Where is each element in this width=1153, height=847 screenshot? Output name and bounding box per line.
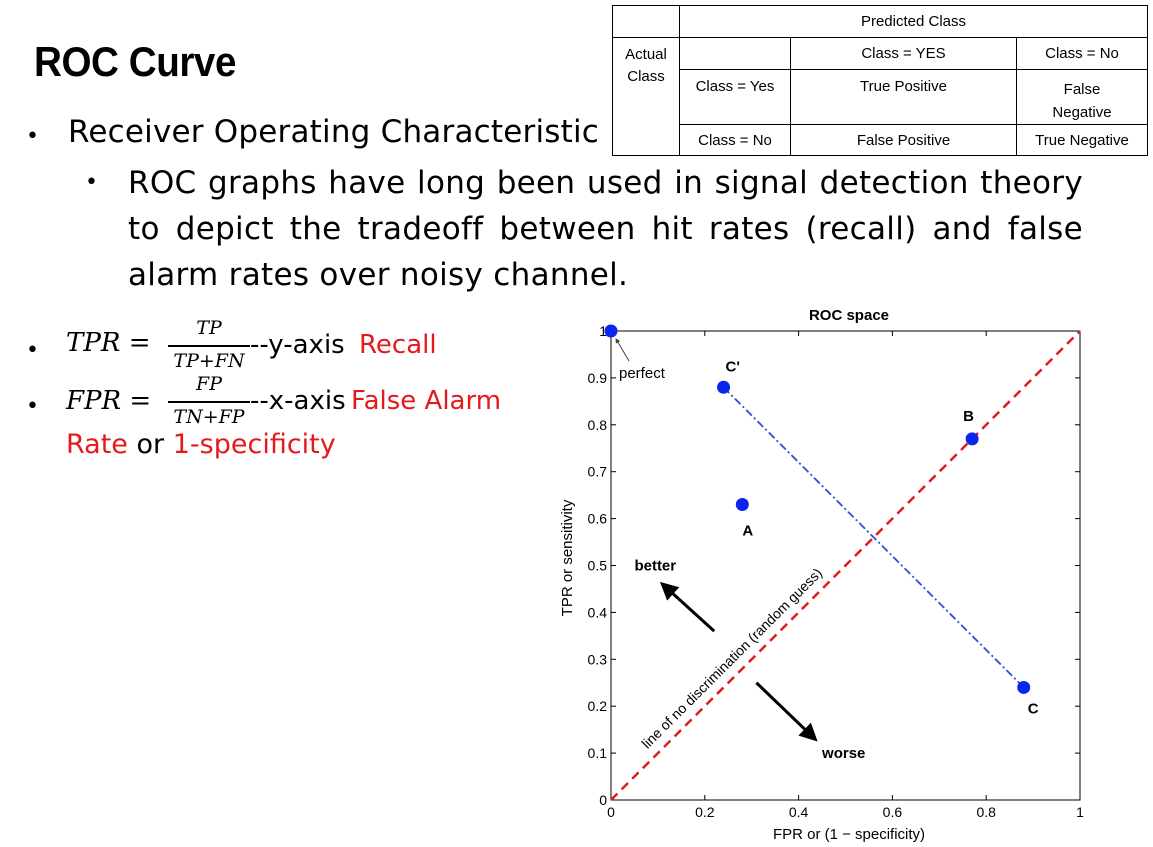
x-tick-label: 0.6 bbox=[883, 804, 903, 820]
tpr-denominator: TP+FN bbox=[173, 350, 245, 372]
point-label-b: B bbox=[963, 408, 974, 425]
tpr-axis-suffix: --y-axis bbox=[250, 330, 345, 360]
cm-col-yes: Class = YES bbox=[790, 37, 1017, 70]
y-tick-label: 0 bbox=[599, 792, 607, 808]
fpr-axis-suffix: --x-axis bbox=[250, 386, 346, 416]
y-tick-label: 0.6 bbox=[588, 511, 608, 527]
bullet-marker: • bbox=[26, 338, 39, 363]
x-tick-label: 0.4 bbox=[789, 804, 809, 820]
bullet-receiver-operating: Receiver Operating Characteristic bbox=[68, 114, 600, 150]
chart-layer: 0 0.2 0.4 0.6 0.8 1 0 0.1 0.2 0.3 0.4 0.5 0.6 0.7 0.8 0… bbox=[588, 323, 1085, 820]
y-tick-label: 0.8 bbox=[588, 417, 608, 433]
worse-label: worse bbox=[821, 745, 865, 762]
y-tick-label: 0.5 bbox=[588, 558, 608, 574]
slide-title: ROC Curve bbox=[34, 38, 236, 85]
cm-false-negative: False Negative bbox=[1016, 69, 1148, 125]
roc-chart: ROC space TPR or sensitivity FPR or (1 −… bbox=[559, 307, 1085, 843]
cm-true-positive: True Positive bbox=[790, 69, 1017, 125]
fpr-numerator: FP bbox=[196, 373, 222, 395]
cm-actual-header: Actual Class bbox=[612, 37, 680, 156]
x-tick-label: 0 bbox=[607, 804, 615, 820]
fpr-equals: = bbox=[129, 386, 152, 416]
bullet-marker: • bbox=[26, 394, 39, 419]
y-tick-label: 0.7 bbox=[588, 464, 608, 480]
tpr-formula: TPR = bbox=[66, 328, 150, 358]
roc-point bbox=[965, 432, 979, 446]
tpr-equals: = bbox=[128, 328, 151, 358]
roc-point bbox=[1017, 680, 1031, 694]
tpr-term-recall: Recall bbox=[359, 330, 437, 360]
fpr-term-false-alarm: False Alarm bbox=[351, 386, 502, 416]
chart-xlabel: FPR or (1 − specificity) bbox=[773, 826, 925, 843]
cm-col-no: Class = No bbox=[1016, 37, 1148, 70]
tpr-lhs: TPR bbox=[66, 328, 121, 358]
cm-empty-cell bbox=[679, 37, 791, 70]
confusion-matrix: Predicted Class Actual Class Class = YES… bbox=[612, 5, 1148, 156]
rate-word: Rate bbox=[66, 429, 128, 460]
y-tick-label: 0.3 bbox=[588, 651, 608, 667]
bullet-marker: • bbox=[26, 124, 39, 149]
chart-ylabel: TPR or sensitivity bbox=[559, 499, 576, 616]
point-label-perfect: perfect bbox=[619, 365, 666, 382]
cm-false-positive: False Positive bbox=[790, 124, 1017, 156]
y-tick-label: 0.2 bbox=[588, 698, 608, 714]
x-tick-label: 0.8 bbox=[976, 804, 996, 820]
fpr-formula: FPR = bbox=[66, 386, 151, 416]
rate-line: Rate or 1-specificity bbox=[66, 429, 336, 460]
fpr-lhs: FPR bbox=[66, 386, 122, 416]
y-tick-label: 0.9 bbox=[588, 370, 608, 386]
x-tick-label: 0.2 bbox=[695, 804, 715, 820]
tpr-fraction-bar bbox=[168, 345, 250, 347]
roc-point bbox=[735, 498, 749, 512]
better-arrow bbox=[659, 581, 716, 633]
tpr-numerator: TP bbox=[196, 317, 222, 339]
cm-predicted-header: Predicted Class bbox=[679, 5, 1148, 38]
specificity-term: 1-specificity bbox=[172, 429, 336, 460]
point-label-c-prime: C' bbox=[726, 358, 740, 375]
x-tick-label: 1 bbox=[1076, 804, 1084, 820]
better-label: better bbox=[634, 558, 676, 575]
cm-corner-cell bbox=[612, 5, 680, 38]
cm-row-yes: Class = Yes bbox=[679, 69, 791, 125]
perfect-pointer bbox=[615, 338, 630, 362]
roc-point bbox=[717, 380, 731, 394]
fpr-fraction-bar bbox=[168, 401, 250, 403]
cm-row-no: Class = No bbox=[679, 124, 791, 156]
point-label-a: A bbox=[742, 523, 753, 540]
or-word: or bbox=[136, 429, 165, 460]
y-tick-label: 0.1 bbox=[588, 745, 608, 761]
fpr-denominator: TN+FP bbox=[173, 406, 245, 428]
worse-arrow bbox=[755, 681, 818, 742]
bullet-roc-description: ROC graphs have long been used in signal… bbox=[128, 165, 1083, 293]
cm-true-negative: True Negative bbox=[1016, 124, 1148, 156]
y-tick-label: 0.4 bbox=[588, 604, 608, 620]
random-guess-line bbox=[610, 330, 1081, 801]
c-connector-line bbox=[722, 386, 1025, 689]
chart-title: ROC space bbox=[809, 307, 889, 324]
roc-point bbox=[604, 324, 618, 338]
bullet-marker: • bbox=[85, 170, 98, 195]
y-tick-label: 1 bbox=[599, 323, 607, 339]
point-label-c: C bbox=[1028, 700, 1039, 717]
